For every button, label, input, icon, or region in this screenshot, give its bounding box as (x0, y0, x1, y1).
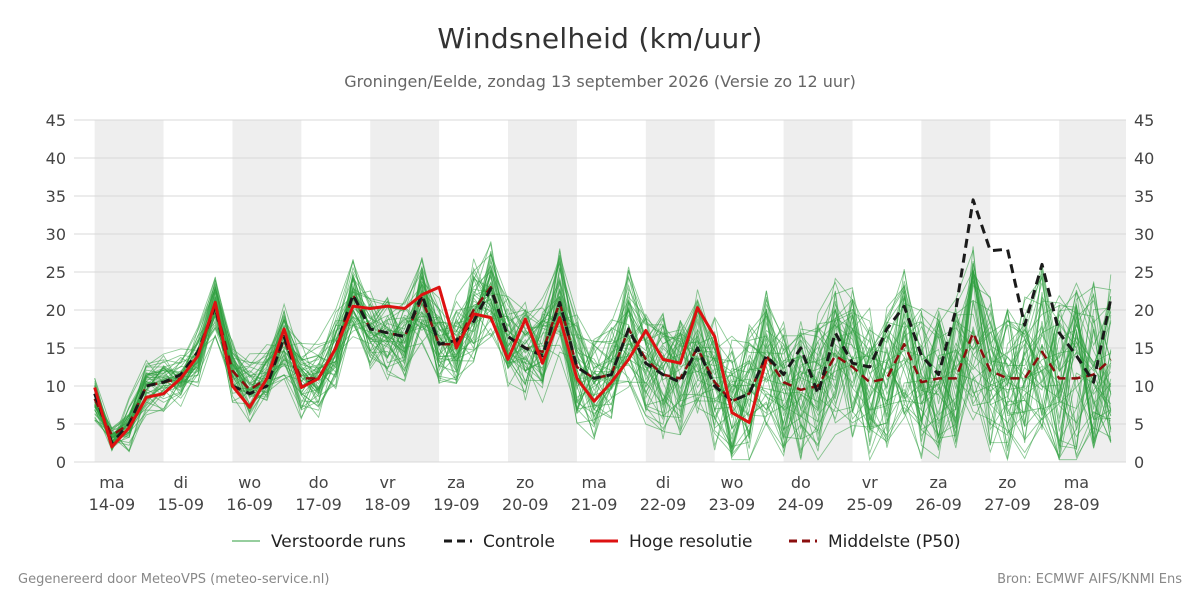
ensemble-member-line (94, 246, 1112, 440)
legend-label: Middelste (P50) (828, 532, 961, 552)
y-tick-label-right: 30 (1134, 225, 1154, 244)
ensemble-member-line (94, 261, 1112, 458)
footer-generated-by: Gegenereerd door MeteoVPS (meteo-service… (18, 572, 330, 587)
y-tick-label-left: 10 (46, 377, 66, 396)
y-tick-label-right: 0 (1134, 453, 1144, 472)
x-tick-day-label: vr (379, 473, 395, 492)
x-tick-date-label: 24-09 (778, 495, 825, 514)
x-tick-date-label: 16-09 (226, 495, 273, 514)
x-tick-day-label: di (656, 473, 671, 492)
y-tick-label-right: 35 (1134, 187, 1154, 206)
legend-label: Controle (483, 532, 555, 552)
x-tick-day-label: ma (581, 473, 606, 492)
x-tick-date-label: 17-09 (295, 495, 342, 514)
y-tick-label-right: 20 (1134, 301, 1154, 320)
ensemble-member-line (94, 248, 1112, 446)
main-series-lines (93, 198, 1113, 449)
x-tick-day-label: zo (516, 473, 534, 492)
y-tick-label-left: 35 (46, 187, 66, 206)
legend-label: Verstoorde runs (271, 532, 406, 552)
x-tick-day-label: za (447, 473, 465, 492)
chart-title: Windsnelheid (km/uur) (437, 22, 763, 55)
y-tick-label-left: 40 (46, 149, 66, 168)
series-line-hoge-resolutie (93, 285, 768, 449)
x-tick-date-label: 20-09 (502, 495, 549, 514)
day-band (94, 120, 164, 462)
x-tick-date-label: 15-09 (158, 495, 205, 514)
day-band (232, 120, 302, 462)
ensemble-member-line (94, 267, 1112, 448)
x-tick-date-label: 27-09 (984, 495, 1031, 514)
y-tick-label-right: 25 (1134, 263, 1154, 282)
ensemble-member-line (94, 253, 1112, 432)
x-tick-day-label: wo (720, 473, 743, 492)
x-tick-day-label: wo (238, 473, 261, 492)
y-tick-label-left: 15 (46, 339, 66, 358)
legend: Verstoorde runs Controle Hoge resolutie Mid… (232, 532, 961, 552)
series-line-middelste-p50 (93, 285, 1112, 437)
y-tick-label-right: 15 (1134, 339, 1154, 358)
x-tick-date-label: 19-09 (433, 495, 480, 514)
x-tick-day-label: vr (862, 473, 878, 492)
legend-label: Hoge resolutie (629, 532, 753, 552)
x-tick-date-label: 25-09 (846, 495, 893, 514)
y-tick-label-left: 30 (46, 225, 66, 244)
y-tick-label-left: 45 (46, 111, 66, 130)
y-tick-label-right: 40 (1134, 149, 1154, 168)
x-tick-date-label: 21-09 (571, 495, 618, 514)
ensemble-member-line (94, 274, 1112, 449)
ensemble-member-line (94, 305, 1112, 453)
x-tick-day-label: do (309, 473, 329, 492)
x-tick-day-label: di (173, 473, 188, 492)
y-tick-label-right: 10 (1134, 377, 1154, 396)
chart-subtitle: Groningen/Eelde, zondag 13 september 202… (344, 72, 856, 91)
y-tick-label-right: 45 (1134, 111, 1154, 130)
x-tick-date-label: 28-09 (1053, 495, 1100, 514)
x-tick-date-label: 26-09 (915, 495, 962, 514)
axes: 0 0 5 5 10 10 15 15 20 20 25 25 30 30 35 35 40 40 45 45 ma 14… (46, 111, 1155, 514)
x-tick-day-label: ma (99, 473, 124, 492)
ensemble-member-line (94, 262, 1112, 452)
x-tick-date-label: 18-09 (364, 495, 411, 514)
x-tick-day-label: do (791, 473, 811, 492)
y-tick-label-left: 5 (56, 415, 66, 434)
y-tick-label-right: 5 (1134, 415, 1144, 434)
x-tick-date-label: 14-09 (89, 495, 136, 514)
y-tick-label-left: 20 (46, 301, 66, 320)
y-tick-label-left: 25 (46, 263, 66, 282)
x-tick-date-label: 22-09 (640, 495, 687, 514)
ensemble-member-line (94, 263, 1112, 449)
y-tick-label-left: 0 (56, 453, 66, 472)
x-tick-day-label: za (930, 473, 948, 492)
x-tick-day-label: ma (1064, 473, 1089, 492)
footer-source: Bron: ECMWF AIFS/KNMI Ens (997, 572, 1182, 587)
x-tick-date-label: 23-09 (709, 495, 756, 514)
x-tick-day-label: zo (998, 473, 1016, 492)
series-line-controle (93, 198, 1113, 445)
